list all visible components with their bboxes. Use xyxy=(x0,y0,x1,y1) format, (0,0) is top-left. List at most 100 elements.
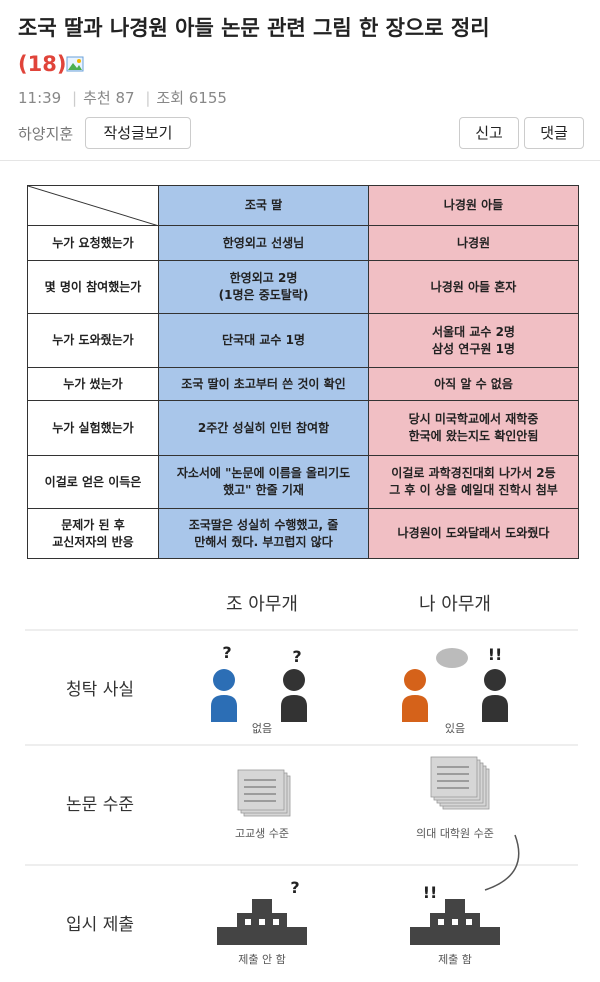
table-cell: 누가 실험했는가 xyxy=(27,400,159,456)
table-cell: 2주간 성실히 인턴 참여함 xyxy=(158,400,369,456)
table-cell: 누가 요청했는가 xyxy=(27,225,159,261)
separator xyxy=(0,160,600,161)
cell-text: 조국 딸이 초고부터 쓴 것이 확인 xyxy=(181,376,346,391)
window xyxy=(245,919,251,925)
cell-text: 조국딸은 성실히 수행했고, 줄 xyxy=(188,517,339,532)
cell-text: 이걸로 과학경진대회 나가서 2등 xyxy=(391,466,556,480)
window xyxy=(438,919,444,925)
cell-text: 만해서 줬다. 부끄럽지 않다 xyxy=(194,534,333,549)
person-head xyxy=(213,669,235,691)
comment-button[interactable]: 댓글 xyxy=(524,117,584,149)
column-title: 조 아무개 xyxy=(226,594,298,615)
table-cell: 몇 명이 참여했는가 xyxy=(27,260,159,314)
row-label: 논문 수준 xyxy=(66,795,134,815)
cell-text: 그 후 이 상을 예일대 진학시 첨부 xyxy=(389,483,558,497)
table-cell xyxy=(27,185,159,226)
post-title: 조국 딸과 나경원 아들 논문 관련 그림 한 장으로 정리 xyxy=(18,16,490,40)
author[interactable]: 하양지훈 xyxy=(18,125,74,143)
table-cell: 한영외고 선생님 xyxy=(158,225,369,261)
cell-text: 2주간 성실히 인턴 참여함 xyxy=(197,420,330,435)
symbol: ? xyxy=(292,647,301,666)
window xyxy=(273,919,279,925)
arrow xyxy=(484,834,520,891)
caption: 제출 함 xyxy=(438,953,472,966)
caption: 있음 xyxy=(445,722,465,735)
cell-text: 문제가 된 후 xyxy=(61,517,125,532)
caption: 의대 대학원 수준 xyxy=(416,827,494,840)
posts-button[interactable]: 작성글보기 xyxy=(85,117,191,149)
cell-text: 나경원 xyxy=(456,235,491,250)
person-head xyxy=(484,669,506,691)
view-count: 조회 6155 xyxy=(156,89,227,107)
cell-text: 서울대 교수 2명 xyxy=(432,324,515,339)
cell-text: 한영외고 2명 xyxy=(229,271,298,285)
report-button[interactable]: 신고 xyxy=(459,117,519,149)
cell-text: 나경원 아들 혼자 xyxy=(430,279,517,294)
caption: 제출 안 함 xyxy=(238,953,285,966)
person-body xyxy=(482,695,508,722)
table-cell: 조국 딸이 초고부터 쓴 것이 확인 xyxy=(158,367,369,401)
caption: 없음 xyxy=(252,722,272,735)
person-head xyxy=(404,669,426,691)
table-cell: 나경원이 도와달래서 도와줬다 xyxy=(368,508,579,559)
cell-text: 아직 알 수 없음 xyxy=(434,376,513,391)
image-icon xyxy=(66,56,84,72)
cell-text: 누가 실험했는가 xyxy=(52,420,134,435)
paper xyxy=(237,769,285,811)
cell-text: 한영외고 선생님 xyxy=(222,235,305,250)
cell-text: 교신저자의 반응 xyxy=(52,534,134,549)
cell-text: 몇 명이 참여했는가 xyxy=(44,279,142,294)
symbol: !! xyxy=(423,883,438,902)
paper xyxy=(430,756,478,798)
table-cell: 나경원 xyxy=(368,225,579,261)
column-header: 조국 딸 xyxy=(158,185,369,226)
cell-text: 누가 썼는가 xyxy=(63,376,123,391)
cell-text: 누가 요청했는가 xyxy=(52,235,134,250)
table-cell: 나경원 아들 혼자 xyxy=(368,260,579,314)
cell-text: 누가 도와줬는가 xyxy=(52,333,134,347)
cell-text: 한국에 왔는지도 확인안됨 xyxy=(408,429,539,443)
column-title: 나 아무개 xyxy=(419,594,491,615)
comment-count[interactable]: (18) xyxy=(18,52,67,76)
recommend-count: 추천 87 xyxy=(83,89,135,107)
person-body xyxy=(211,695,237,722)
cell-text: 나경원이 도와달래서 도와줬다 xyxy=(397,526,550,540)
cell-text: 단국대 교수 1명 xyxy=(222,333,305,347)
window xyxy=(466,919,472,925)
cell-text: 당시 미국학교에서 재학중 xyxy=(408,412,539,426)
cell-text: 이걸로 얻은 이득은 xyxy=(44,474,142,489)
cell-text: 했고" 한줄 기재 xyxy=(223,483,304,497)
cell-text: 삼성 연구원 1명 xyxy=(432,341,515,356)
post-time: 11:39 xyxy=(18,89,62,107)
person-head xyxy=(283,669,305,691)
person-body xyxy=(281,695,307,722)
table-cell: 누가 썼는가 xyxy=(27,367,159,401)
table-cell: 아직 알 수 없음 xyxy=(368,367,579,401)
column-header: 나경원 아들 xyxy=(368,185,579,226)
caption: 고교생 수준 xyxy=(235,827,289,840)
window xyxy=(452,919,458,925)
cell-text: 자소서에 "논문에 이름을 올리기도 xyxy=(176,466,351,480)
table-cell: 누가 도와줬는가 xyxy=(27,313,159,368)
table-cell: 한영외고 2명 (1명은 중도탈락) xyxy=(158,260,369,314)
symbol: ? xyxy=(290,878,299,897)
row-label: 청탁 사실 xyxy=(66,680,134,700)
person-body xyxy=(402,695,428,722)
symbol: !! xyxy=(488,645,503,664)
diagonal xyxy=(28,186,159,226)
symbol: ? xyxy=(222,643,231,662)
table-cell: 이걸로 얻은 이득은 xyxy=(27,455,159,509)
speech-bubble xyxy=(436,648,468,668)
cell-text: (1명은 중도탈락) xyxy=(218,288,309,302)
post-meta: 11:39 | 추천 87 | 조회 6155 xyxy=(18,89,227,107)
window xyxy=(259,919,265,925)
table-cell: 단국대 교수 1명 xyxy=(158,313,369,368)
